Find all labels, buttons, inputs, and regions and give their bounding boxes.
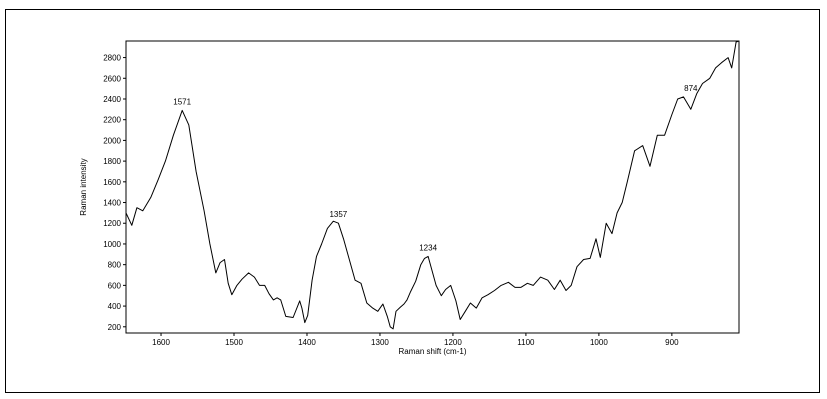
y-tick-label: 1800: [103, 157, 121, 166]
y-tick-label: 600: [108, 281, 122, 290]
raman-spectrum-chart: 200 400 600 800 1000 1200 1400 1600 1800 2000 2200…: [79, 40, 740, 356]
chart-frame: 200 400 600 800 1000 1200 1400 1600 1800 2000 2200…: [5, 9, 820, 393]
x-tick-label: 1000: [590, 338, 608, 347]
y-tick-label: 200: [108, 323, 122, 332]
y-tick-label: 2800: [103, 54, 121, 63]
x-tick-label: 1500: [225, 338, 243, 347]
plot-area: 200 400 600 800 1000 1200 1400 1600 1800 2000 2200…: [103, 40, 740, 347]
x-axis-title: Raman shift (cm-1): [398, 347, 466, 356]
y-tick-label: 1000: [103, 240, 121, 249]
y-tick-label: 800: [108, 261, 122, 270]
y-tick-label: 1400: [103, 199, 121, 208]
y-tick-label: 2000: [103, 136, 121, 145]
peak-label: 1357: [329, 210, 347, 219]
y-tick-label: 2400: [103, 95, 121, 104]
x-tick-label: 1200: [444, 338, 462, 347]
x-tick-label: 1400: [298, 338, 316, 347]
y-tick-label: 400: [108, 302, 122, 311]
x-tick-label: 1300: [371, 338, 389, 347]
y-tick-label: 1200: [103, 219, 121, 228]
y-axis-title: Raman intensity: [79, 158, 88, 215]
peak-label: 874: [684, 84, 698, 93]
plot-border: [125, 40, 740, 334]
peak-label: 1571: [173, 97, 191, 106]
y-tick-label: 2600: [103, 74, 121, 83]
peak-label: 1234: [419, 243, 437, 252]
y-tick-label: 2200: [103, 116, 121, 125]
x-tick-label: 1600: [152, 338, 170, 347]
x-tick-label: 1100: [517, 338, 535, 347]
x-tick-label: 900: [665, 338, 679, 347]
spectrum-line: [125, 40, 740, 330]
y-tick-label: 1600: [103, 178, 121, 187]
